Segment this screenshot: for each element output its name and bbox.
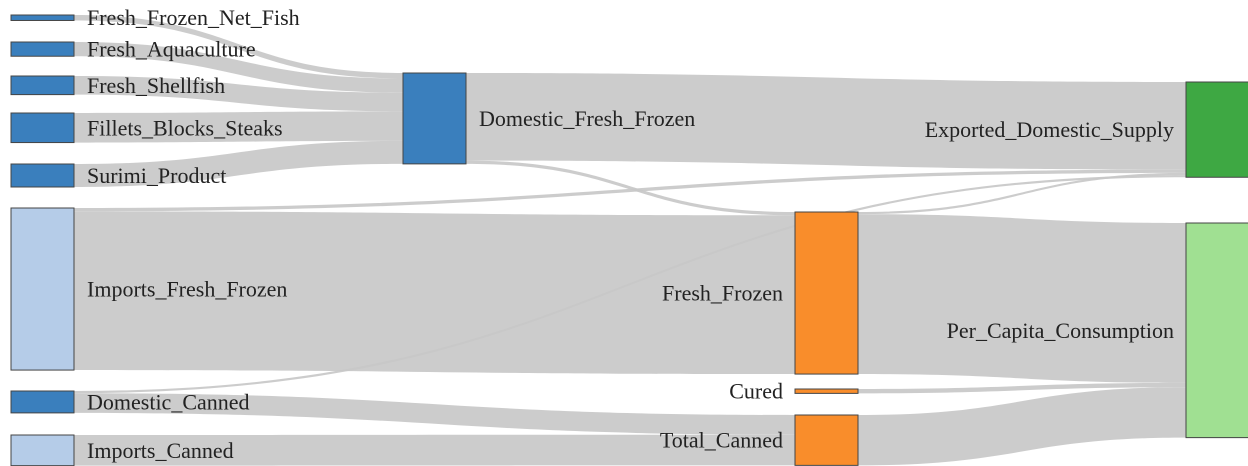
node-imports-fresh-frozen — [10, 207, 75, 371]
link-fresh-aquaculture-to-domestic-fresh-frozen — [74, 42, 403, 93]
node-domestic-canned — [10, 390, 75, 414]
links-layer — [74, 15, 1186, 466]
node-label-fillets-blocks-steaks: Fillets_Blocks_Steaks — [87, 115, 283, 140]
node-fresh-aquaculture — [10, 41, 75, 57]
labels-layer: Fresh_Frozen_Net_Fish Fresh_Aquaculture Fr… — [87, 5, 1174, 463]
node-label-domestic-canned: Domestic_Canned — [87, 389, 250, 414]
node-imports-canned — [10, 434, 75, 466]
node-fresh-frozen-net-fish — [10, 14, 75, 21]
link-domestic-fresh-frozen-to-fresh-frozen — [466, 160, 795, 216]
node-cured — [794, 388, 859, 394]
node-fillets-blocks-steaks — [10, 112, 75, 144]
link-total-canned-to-per-capita-consumption — [858, 387, 1186, 466]
node-label-exported-domestic-supply: Exported_Domestic_Supply — [925, 117, 1174, 142]
node-label-fresh-aquaculture: Fresh_Aquaculture — [87, 37, 256, 62]
link-domestic-fresh-frozen-to-exported-domestic-supply — [466, 73, 1186, 170]
node-label-per-capita-consumption: Per_Capita_Consumption — [947, 318, 1174, 343]
node-label-imports-fresh-frozen: Imports_Fresh_Frozen — [87, 277, 287, 302]
link-domestic-canned-to-total-canned — [74, 393, 795, 435]
node-fresh-frozen — [794, 211, 859, 375]
node-label-total-canned: Total_Canned — [660, 428, 783, 453]
node-label-cured: Cured — [729, 379, 783, 404]
node-total-canned — [794, 414, 859, 466]
node-label-imports-canned: Imports_Canned — [87, 438, 234, 463]
link-fresh-frozen-to-exported-domestic-supply — [858, 172, 1186, 215]
node-label-fresh-frozen-net-fish: Fresh_Frozen_Net_Fish — [87, 5, 300, 30]
node-exported-domestic-supply — [1185, 81, 1248, 178]
nodes-layer — [10, 14, 1248, 466]
link-imports-canned-to-total-canned — [74, 434, 795, 466]
link-cured-to-per-capita-consumption — [858, 382, 1186, 394]
node-fresh-shellfish — [10, 75, 75, 96]
node-surimi-product — [10, 163, 75, 188]
node-domestic-fresh-frozen — [402, 72, 467, 165]
node-label-fresh-shellfish: Fresh_Shellfish — [87, 73, 225, 98]
link-imports-fresh-frozen-to-fresh-frozen — [74, 211, 795, 375]
node-label-fresh-frozen: Fresh_Frozen — [662, 281, 783, 306]
node-label-domestic-fresh-frozen: Domestic_Fresh_Frozen — [479, 106, 695, 131]
link-imports-fresh-frozen-to-exported-domestic-supply — [74, 169, 1186, 212]
link-fresh-frozen-to-per-capita-consumption — [858, 214, 1186, 383]
link-fresh-shellfish-to-domestic-fresh-frozen — [74, 76, 403, 112]
node-per-capita-consumption — [1185, 222, 1248, 439]
link-fresh-frozen-net-fish-to-domestic-fresh-frozen — [74, 15, 403, 79]
link-surimi-product-to-domestic-fresh-frozen — [74, 140, 403, 187]
node-label-surimi-product: Surimi_Product — [87, 163, 226, 188]
link-fillets-blocks-steaks-to-domestic-fresh-frozen — [74, 111, 403, 143]
link-domestic-canned-to-exported-domestic-supply — [74, 175, 1186, 394]
